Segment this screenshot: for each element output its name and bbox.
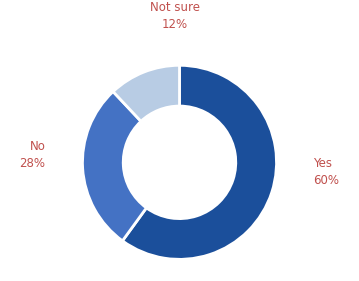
Wedge shape (83, 92, 146, 241)
Wedge shape (113, 65, 180, 121)
Text: Not sure
12%: Not sure 12% (150, 1, 200, 31)
Text: No
28%: No 28% (20, 140, 46, 169)
Wedge shape (122, 65, 276, 259)
Text: Yes
60%: Yes 60% (313, 157, 339, 187)
